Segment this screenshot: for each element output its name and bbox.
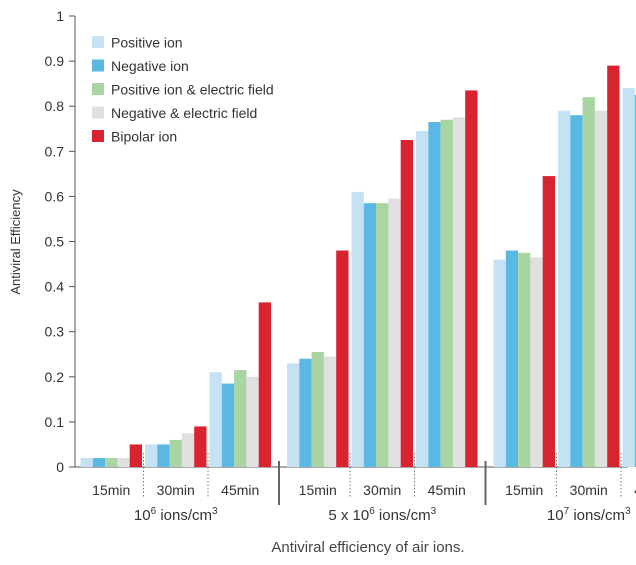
bar — [595, 111, 607, 467]
x-tick-label: 45min — [428, 482, 466, 498]
y-tick-label: 0.3 — [45, 324, 65, 340]
y-tick-label: 0.1 — [45, 414, 65, 430]
y-tick-label: 0.6 — [45, 188, 65, 204]
bar — [234, 370, 246, 467]
bar — [182, 433, 194, 467]
y-tick-label: 0.7 — [45, 143, 65, 159]
legend-label: Bipolar ion — [111, 129, 177, 145]
y-tick-label: 0 — [56, 459, 64, 475]
y-tick-label: 0.2 — [45, 369, 65, 385]
bar — [210, 372, 222, 467]
legend-label: Negative ion — [111, 58, 189, 74]
bar — [105, 458, 117, 467]
y-axis-label: Antiviral Efficiency — [8, 189, 23, 295]
x-tick-label: 15min — [505, 482, 543, 498]
bar — [170, 440, 182, 467]
bar — [607, 66, 619, 467]
bar — [157, 444, 169, 467]
y-tick-label: 0.8 — [45, 98, 65, 114]
bar — [364, 203, 376, 467]
bar — [518, 253, 530, 467]
bar — [465, 90, 477, 467]
bar — [259, 302, 271, 467]
bar — [299, 359, 311, 467]
bar — [324, 357, 336, 467]
x-tick-label: 30min — [157, 482, 195, 498]
legend-swatch — [92, 107, 104, 119]
y-tick-label: 1 — [56, 8, 64, 24]
legend-label: Positive ion — [111, 35, 183, 51]
legend-swatch — [92, 130, 104, 142]
bar — [623, 88, 635, 467]
bar — [494, 260, 506, 467]
bar — [416, 131, 428, 467]
legend: Positive ion Negative ion Positive ion & e… — [92, 35, 274, 145]
legend-swatch — [92, 36, 104, 48]
bar — [93, 458, 105, 467]
bar — [117, 458, 129, 467]
bar — [246, 377, 258, 467]
bar — [558, 111, 570, 467]
legend-swatch — [92, 83, 104, 95]
bar — [453, 117, 465, 467]
bar — [583, 97, 595, 467]
bar — [506, 251, 518, 467]
group-label: 107 ions/cm3 — [547, 506, 631, 524]
y-tick-label: 0.5 — [45, 234, 65, 250]
x-tick-label: 30min — [363, 482, 401, 498]
y-tick-label: 0.4 — [45, 279, 65, 295]
x-tick-label: 30min — [570, 482, 608, 498]
bar — [530, 257, 542, 467]
y-tick-label: 0.9 — [45, 53, 65, 69]
legend-label: Negative & electric field — [111, 105, 257, 121]
bar — [441, 120, 453, 467]
bar — [222, 384, 234, 467]
bar — [376, 203, 388, 467]
group-label: 5 x 106 ions/cm3 — [328, 506, 436, 524]
legend-label: Positive ion & electric field — [111, 82, 274, 98]
group-label: 106 ions/cm3 — [134, 506, 218, 524]
legend-swatch — [92, 60, 104, 72]
x-tick-label: 45min — [221, 482, 259, 498]
bar — [570, 115, 582, 467]
bar — [336, 251, 348, 467]
bar — [130, 444, 142, 467]
bar — [428, 122, 440, 467]
bar — [287, 363, 299, 467]
bar — [401, 140, 413, 467]
chart-caption: Antiviral efficiency of air ions. — [271, 539, 464, 556]
bar — [194, 426, 206, 467]
bar — [352, 192, 364, 467]
bar — [388, 199, 400, 467]
bar — [312, 352, 324, 467]
bar — [543, 176, 555, 467]
bar — [81, 458, 93, 467]
x-tick-label: 15min — [299, 482, 337, 498]
bar — [145, 444, 157, 467]
x-tick-label: 15min — [92, 482, 130, 498]
